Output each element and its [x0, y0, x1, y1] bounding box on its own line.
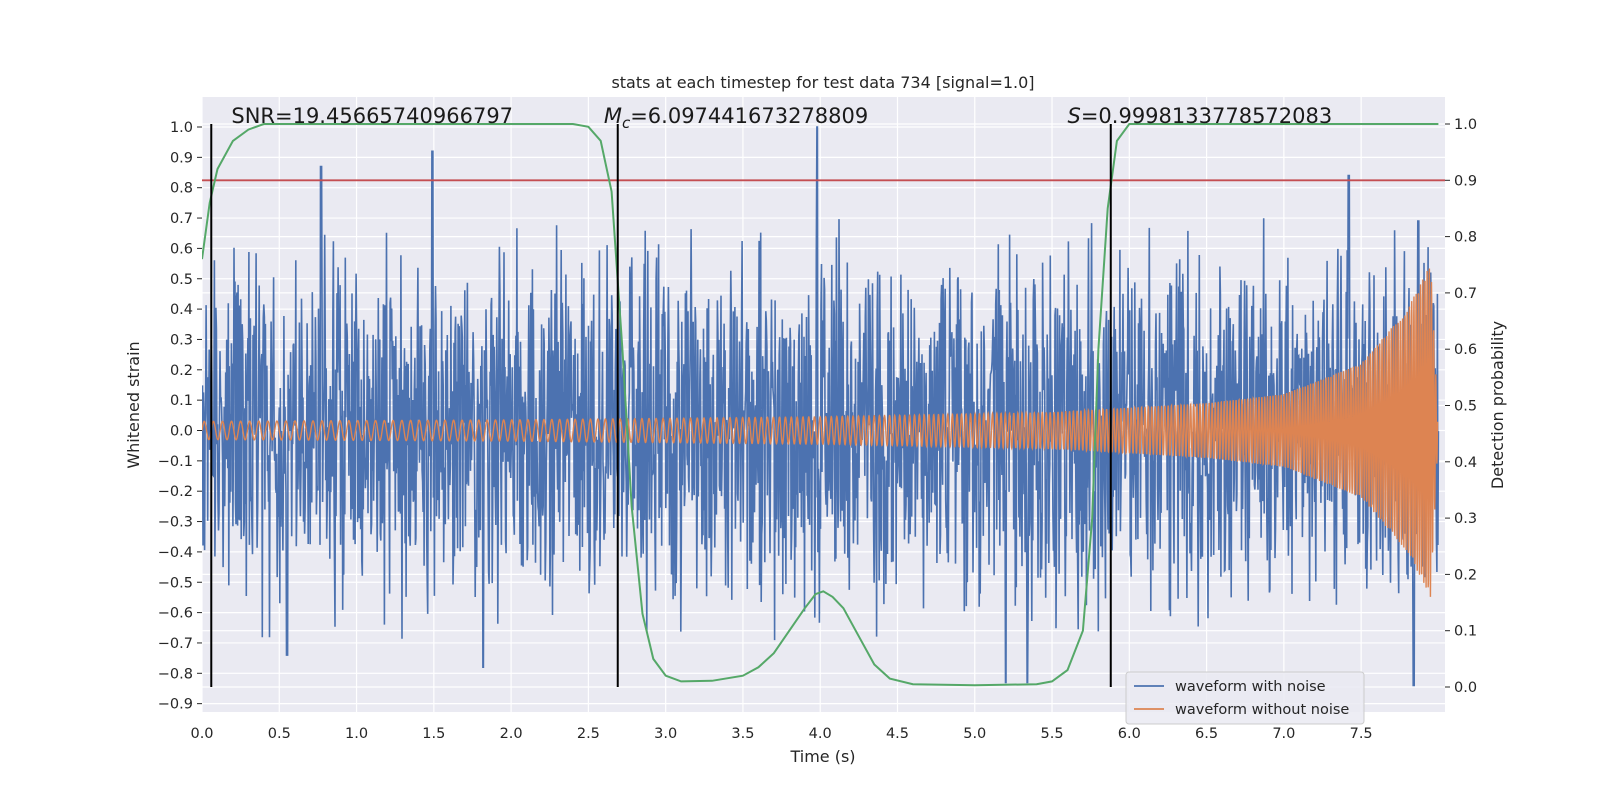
y-tick-label: 0.4 [170, 302, 193, 318]
x-tick-label: 0.0 [190, 726, 213, 742]
y-tick-label: −0.3 [158, 515, 193, 531]
y2-tick-label: 0.2 [1454, 567, 1477, 583]
x-tick-label: 4.5 [886, 726, 909, 742]
legend-label-noise: waveform with noise [1175, 679, 1326, 695]
y2-tick-label: 0.9 [1454, 173, 1477, 189]
x-ticks: 0.0 0.5 1.0 1.5 2.0 2.5 3.0 3.5 4.0 4.5 5.0 5.5 6.0 6… [190, 726, 1372, 742]
x-tick-label: 6.0 [1118, 726, 1141, 742]
y2-tick-label: 1.0 [1454, 117, 1477, 133]
y2-tick-label: 0.1 [1454, 624, 1477, 640]
event-lines [210, 124, 1112, 687]
x-tick-label: 4.0 [809, 726, 832, 742]
x-tick-label: 1.5 [422, 726, 445, 742]
y-tick-label: −0.9 [158, 697, 193, 713]
series-detection-probability [202, 123, 1439, 687]
x-tick-label: 2.5 [577, 726, 600, 742]
x-tick-label: 7.5 [1350, 726, 1373, 742]
legend-box [1125, 671, 1365, 725]
y2-tick-label: 0.7 [1454, 286, 1477, 302]
y2-tick-label: 0.0 [1454, 680, 1477, 696]
chart-title: stats at each timestep for test data 734… [611, 73, 1034, 92]
y2-axis-label: Detection probability [1488, 321, 1507, 489]
x-tick-label: 3.5 [731, 726, 754, 742]
y2-tick-label: 0.5 [1454, 399, 1477, 415]
legend-label-clean: waveform without noise [1175, 702, 1349, 718]
y2-tick-label: 0.6 [1454, 342, 1477, 358]
y-tick-label: 1.0 [170, 120, 193, 136]
y-tick-label: −0.2 [158, 484, 193, 500]
annotation: S=0.9998133778572083 [1067, 104, 1332, 128]
y2-tick-label: 0.4 [1454, 455, 1477, 471]
y-tick-label: −0.5 [158, 575, 193, 591]
legend: waveform with noise waveform without noi… [1125, 671, 1365, 725]
y-tick-label: −0.8 [158, 666, 193, 682]
y2-tick-label: 0.8 [1454, 230, 1477, 246]
series-waveform-without-noise [202, 268, 1439, 597]
y-tick-label: 0.1 [170, 393, 193, 409]
y-tick-label: −0.4 [158, 545, 193, 561]
y-tick-label: 0.7 [170, 211, 193, 227]
y-tick-label: −0.1 [158, 454, 193, 470]
annotations: SNR=19.45665740966797 Mc=6.09744167327880… [231, 104, 1332, 132]
x-tick-label: 3.0 [654, 726, 677, 742]
x-tick-label: 5.0 [963, 726, 986, 742]
y-axis-label: Whitened strain [124, 341, 143, 468]
x-tick-label: 0.5 [268, 726, 291, 742]
y2-ticks: 1.0 0.9 0.8 0.7 0.6 0.5 0.4 0.3 0.2 0.1 0.0 [1445, 117, 1477, 696]
y-tick-label: 0.8 [170, 181, 193, 197]
y-tick-label: −0.6 [158, 606, 193, 622]
y-tick-label: 0.9 [170, 150, 193, 166]
y-tick-label: 0.6 [170, 241, 193, 257]
x-tick-label: 1.0 [345, 726, 368, 742]
series-waveform-with-noise [202, 126, 1440, 687]
x-tick-label: 2.0 [500, 726, 523, 742]
y-tick-label: −0.7 [158, 636, 193, 652]
plot-layer [202, 123, 1445, 687]
x-tick-label: 5.5 [1041, 726, 1064, 742]
x-tick-label: 6.5 [1195, 726, 1218, 742]
annotation: SNR=19.45665740966797 [231, 104, 513, 128]
y-tick-label: 0.0 [170, 424, 193, 440]
y-tick-label: 0.3 [170, 332, 193, 348]
x-axis-label: Time (s) [789, 747, 855, 766]
y-tick-label: 0.5 [170, 272, 193, 288]
y2-tick-label: 0.3 [1454, 511, 1477, 527]
annotation: Mc=6.097441673278809 [604, 104, 868, 132]
y-ticks: 1.0 0.9 0.8 0.7 0.6 0.5 0.4 0.3 0.2 0.1 0.0 −0.1 −0.… [158, 120, 202, 713]
x-tick-label: 7.0 [1272, 726, 1295, 742]
y-tick-label: 0.2 [170, 363, 193, 379]
